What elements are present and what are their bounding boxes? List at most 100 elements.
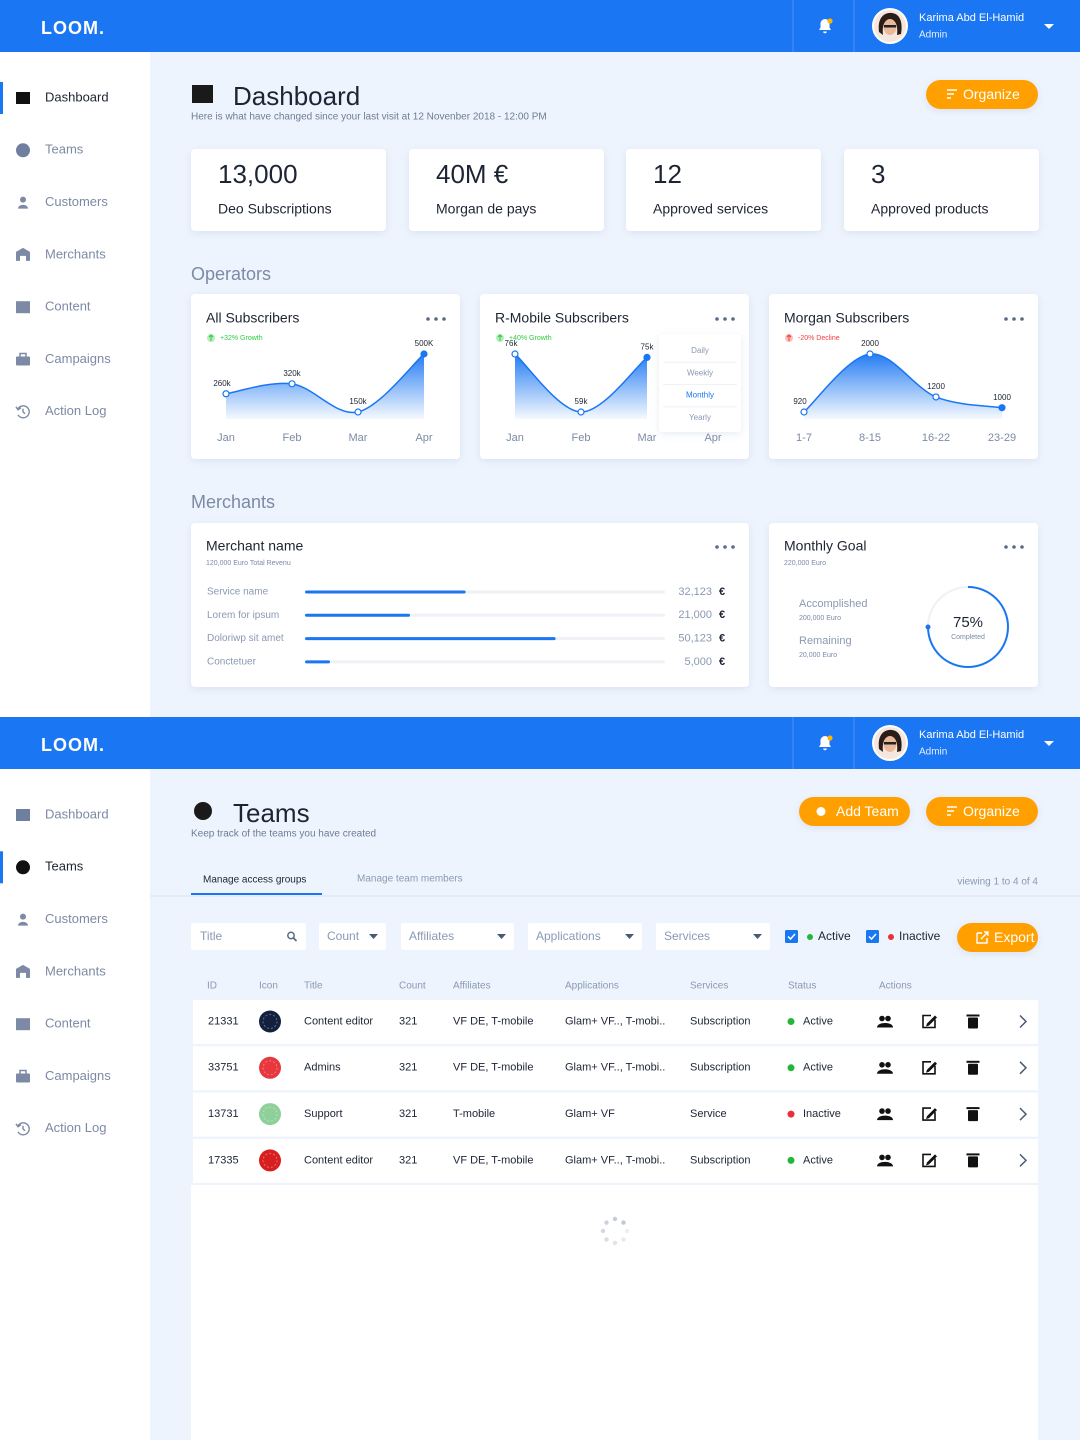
filter-dropdown[interactable]: Applications — [528, 923, 642, 950]
cell: 17335 — [208, 1154, 239, 1166]
button-label[interactable]: Organize — [963, 86, 1020, 102]
icon — [877, 1023, 893, 1028]
tab[interactable]: Manage team members — [357, 874, 463, 885]
nav-item[interactable]: Action Log — [45, 1120, 106, 1135]
checkbox-label[interactable]: Inactive — [899, 929, 941, 943]
nav-item[interactable]: Teams — [45, 859, 84, 874]
more-menu[interactable] — [715, 317, 735, 321]
status-checkbox[interactable] — [785, 930, 798, 943]
title-icon — [192, 85, 213, 103]
x-label: Jan — [217, 432, 235, 444]
row-currency: € — [719, 609, 725, 621]
status-dot — [787, 1064, 795, 1072]
nav-item[interactable]: Dashboard — [45, 806, 109, 821]
status-dot — [888, 934, 894, 940]
delete-action[interactable] — [966, 1107, 980, 1122]
nav-item[interactable]: Customers — [45, 194, 108, 209]
user-menu-caret[interactable] — [1044, 741, 1054, 746]
nav-item[interactable]: Teams — [45, 142, 84, 157]
icon — [966, 1060, 980, 1063]
stat-value: 3 — [871, 159, 885, 189]
button-label[interactable]: Export — [994, 929, 1035, 945]
status-dot — [787, 1156, 795, 1164]
column-header: ID — [207, 981, 217, 992]
edit-action[interactable] — [922, 1014, 937, 1029]
filter-dropdown[interactable]: Count — [319, 923, 386, 950]
table-row[interactable] — [193, 1000, 1038, 1044]
search-icon — [287, 931, 295, 940]
menu-item[interactable]: Daily — [691, 346, 709, 355]
more-menu[interactable] — [1004, 545, 1024, 549]
members-action[interactable] — [877, 1015, 893, 1028]
table-row[interactable] — [193, 1138, 1038, 1183]
edit-action[interactable] — [922, 1153, 937, 1168]
members-action[interactable] — [877, 1108, 893, 1121]
nav-item[interactable]: Content — [45, 299, 91, 314]
nav-item[interactable]: Dashboard — [45, 89, 109, 104]
ring-end — [925, 624, 931, 630]
menu-item[interactable]: Monthly — [686, 391, 714, 400]
point-label: 75k — [641, 343, 655, 352]
more-menu[interactable] — [1004, 317, 1024, 321]
nav-item[interactable]: Content — [45, 1016, 91, 1031]
edit-action[interactable] — [922, 1107, 937, 1121]
card — [844, 149, 1039, 231]
nav-item[interactable]: Customers — [45, 911, 108, 926]
open-action[interactable] — [1019, 1061, 1028, 1075]
delete-action[interactable] — [966, 1060, 980, 1075]
menu-item[interactable]: Yearly — [689, 413, 711, 422]
nav-item[interactable]: Merchants — [45, 963, 106, 978]
user-menu-caret[interactable] — [1044, 24, 1054, 29]
status-checkbox[interactable] — [866, 930, 879, 943]
tab[interactable]: Manage access groups — [203, 875, 306, 886]
checkbox-label[interactable]: Active — [818, 929, 851, 943]
button[interactable]: Organize — [926, 797, 1038, 826]
button-icon — [816, 807, 826, 816]
avatar-glasses — [884, 25, 896, 28]
table-row[interactable] — [193, 1046, 1038, 1091]
nav-item[interactable]: Action Log — [45, 403, 106, 418]
x-label: Apr — [704, 432, 721, 444]
open-action[interactable] — [1019, 1107, 1028, 1121]
notification-bell[interactable] — [819, 18, 833, 34]
filter-dropdown[interactable]: Services — [656, 923, 770, 950]
button[interactable]: Export — [957, 923, 1038, 952]
nav-item[interactable]: Campaigns — [45, 1068, 111, 1083]
more-menu[interactable] — [715, 545, 735, 549]
dot — [1004, 545, 1008, 549]
delete-action[interactable] — [966, 1014, 980, 1029]
title-icon — [194, 802, 212, 820]
point-label: 260k — [213, 379, 231, 388]
members-action[interactable] — [877, 1154, 893, 1167]
card — [191, 149, 386, 231]
nav-item[interactable]: Campaigns — [45, 351, 111, 366]
button[interactable]: Organize — [926, 80, 1038, 109]
notification-bell[interactable] — [819, 735, 833, 751]
more-menu[interactable] — [426, 317, 446, 321]
checkbox — [866, 930, 879, 943]
menu-item[interactable]: Weekly — [687, 368, 713, 377]
edit-action[interactable] — [922, 1061, 937, 1075]
avatar[interactable] — [872, 8, 908, 44]
open-action[interactable] — [1019, 1153, 1028, 1167]
user-name[interactable]: Karima Abd El-Hamid — [919, 12, 1024, 24]
nav-item[interactable]: Merchants — [45, 246, 106, 261]
button[interactable]: Add Team — [799, 797, 910, 826]
button-icon — [947, 89, 957, 99]
button-label[interactable]: Add Team — [836, 803, 899, 819]
user-name[interactable]: Karima Abd El-Hamid — [919, 729, 1024, 741]
button-label[interactable]: Organize — [963, 803, 1020, 819]
delete-action[interactable] — [966, 1153, 980, 1168]
icon — [966, 1014, 980, 1017]
filter-dropdown[interactable]: Affiliates — [401, 923, 514, 950]
table-row[interactable] — [193, 1092, 1038, 1137]
open-action[interactable] — [1019, 1014, 1028, 1029]
case-handle — [19, 352, 27, 359]
circle-icon — [16, 143, 30, 158]
avatar[interactable] — [872, 725, 908, 761]
search-input[interactable]: Title — [191, 923, 306, 950]
members-action[interactable] — [877, 1062, 893, 1074]
point-label: 1200 — [927, 382, 945, 391]
building-icon — [16, 964, 30, 978]
goal-label: Accomplished — [799, 598, 867, 610]
